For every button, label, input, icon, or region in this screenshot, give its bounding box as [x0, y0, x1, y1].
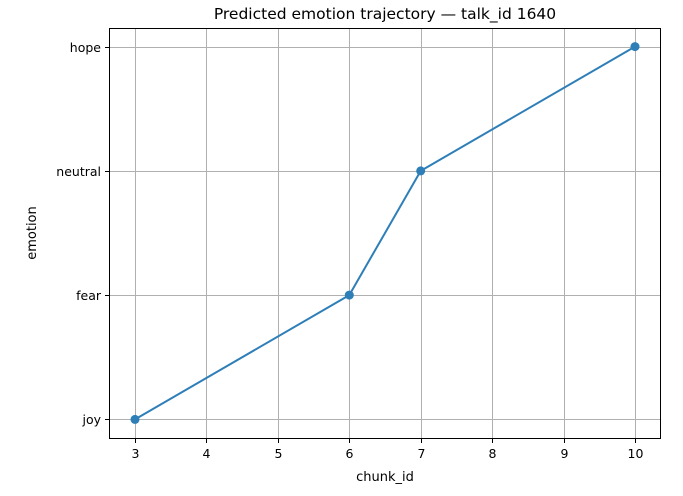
- series-line: [134, 45, 636, 421]
- y-tick-label: joy: [81, 412, 101, 427]
- x-axis: 3 4 5 6 7 8 9 10: [132, 438, 644, 461]
- series-layer: [130, 42, 640, 424]
- data-point: [344, 290, 354, 300]
- x-axis-label: chunk_id: [356, 470, 414, 485]
- y-tick-label: hope: [70, 40, 102, 55]
- data-point: [630, 42, 640, 52]
- x-tick-label: 3: [132, 446, 140, 461]
- grid: [110, 28, 660, 438]
- x-tick-label: 6: [346, 446, 354, 461]
- x-tick-label: 4: [203, 446, 211, 461]
- x-tick-label: 10: [628, 446, 644, 461]
- x-tick-label: 5: [275, 446, 283, 461]
- y-axis-label: emotion: [25, 206, 40, 260]
- chart-title: Predicted emotion trajectory — talk_id 1…: [214, 5, 556, 24]
- data-point: [130, 414, 140, 424]
- y-tick-label: fear: [76, 288, 102, 303]
- y-tick-label: neutral: [56, 164, 101, 179]
- y-axis: joy fear neutral hope: [56, 40, 110, 427]
- x-tick-label: 8: [489, 446, 497, 461]
- plot-frame: [109, 28, 661, 439]
- x-tick-label: 9: [561, 446, 569, 461]
- data-point: [416, 166, 426, 176]
- x-tick-label: 7: [418, 446, 426, 461]
